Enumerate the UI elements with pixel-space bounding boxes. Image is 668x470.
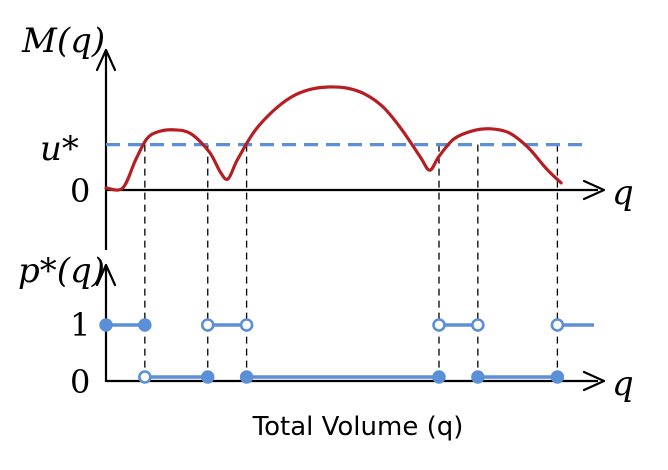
step-dot-1-end xyxy=(201,370,215,384)
x-axis-title: Total Volume (q) xyxy=(252,412,464,442)
bottom-y-axis-arrowhead xyxy=(95,263,117,287)
step-function xyxy=(106,323,594,379)
step-dot-5-end xyxy=(550,370,565,384)
step-dot-0-start xyxy=(99,318,113,332)
top-axes xyxy=(95,48,606,250)
bottom-axes xyxy=(95,263,606,392)
top-y-tick-0: 0 xyxy=(70,172,90,210)
top-x-axis-label: q xyxy=(612,173,634,213)
step-dot-0-end xyxy=(138,318,152,332)
top-y-axis-arrowhead xyxy=(95,48,117,72)
bottom-y-axis-label: p*(q) xyxy=(18,251,105,291)
switch-point-guides xyxy=(144,144,559,377)
bottom-x-axis-arrowhead xyxy=(582,370,606,392)
threshold-label: u* xyxy=(40,129,79,169)
step-dot-3-start xyxy=(239,370,254,384)
step-dot-2-start xyxy=(200,318,215,332)
step-dot-4-end xyxy=(471,318,485,332)
step-dot-1-start xyxy=(138,370,152,384)
bottom-y-tick-0: 0 xyxy=(70,363,90,401)
step-dot-6-start xyxy=(550,318,565,332)
series-line-mq xyxy=(104,85,563,192)
top-y-axis-label: M(q) xyxy=(21,21,105,61)
step-dot-4-start xyxy=(432,318,446,332)
step-endpoints xyxy=(99,318,565,384)
bottom-y-tick-1: 1 xyxy=(70,306,90,344)
bottom-x-axis-label: q xyxy=(612,364,634,404)
top-x-axis-arrowhead xyxy=(582,179,606,201)
step-dot-5-start xyxy=(471,370,485,384)
step-dot-3-end xyxy=(432,370,446,384)
step-dot-2-end xyxy=(239,318,254,332)
